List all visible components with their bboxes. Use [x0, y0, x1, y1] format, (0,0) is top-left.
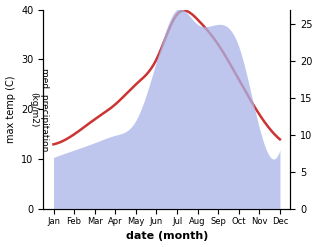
Y-axis label: max temp (C): max temp (C) [5, 76, 16, 143]
Y-axis label: med. precipitation
(kg/m2): med. precipitation (kg/m2) [29, 68, 49, 151]
X-axis label: date (month): date (month) [126, 231, 208, 242]
